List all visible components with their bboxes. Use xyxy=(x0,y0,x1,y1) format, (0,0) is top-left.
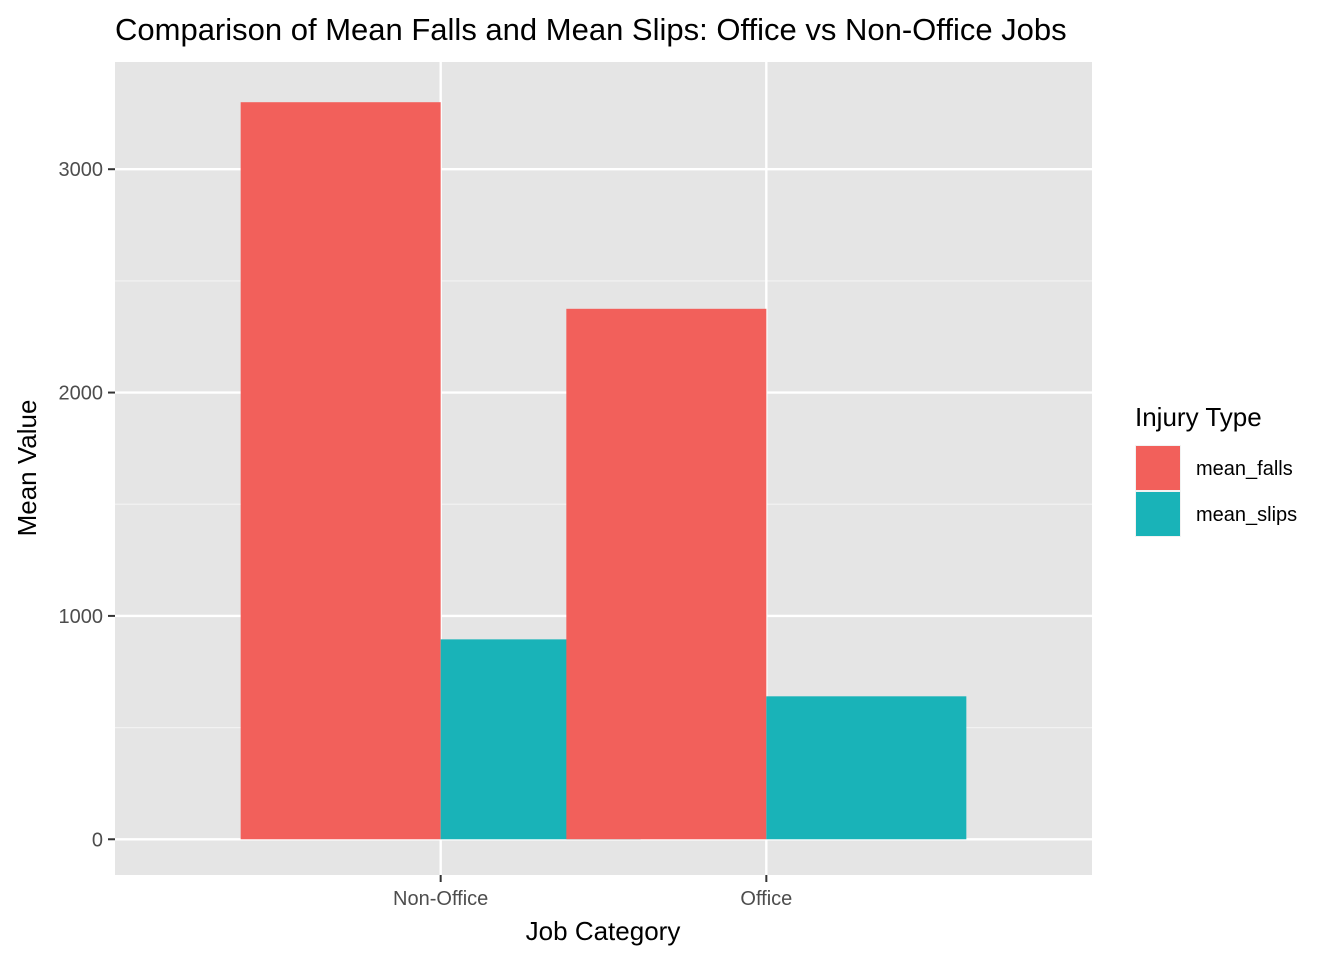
bar-mean_slips-office xyxy=(766,696,967,840)
bar-mean_falls-office xyxy=(566,308,767,840)
legend-label-mean_falls: mean_falls xyxy=(1196,458,1293,480)
y-axis: 0 1000 2000 3000 xyxy=(59,159,115,851)
y-tick-label: 0 xyxy=(92,829,103,851)
x-axis-title: Job Category xyxy=(526,916,681,946)
y-axis-title: Mean Value xyxy=(12,400,42,537)
y-tick-label: 1000 xyxy=(59,606,104,628)
x-axis: Non-Office Office xyxy=(393,875,792,910)
legend-swatch-mean_slips xyxy=(1136,492,1180,536)
chart-title: Comparison of Mean Falls and Mean Slips:… xyxy=(115,12,1067,47)
legend-items: mean_falls mean_slips xyxy=(1135,445,1297,537)
legend-label-mean_slips: mean_slips xyxy=(1196,504,1297,526)
legend: Injury Type mean_falls mean_slips xyxy=(1135,402,1297,537)
x-tick-label: Non-Office xyxy=(393,888,488,910)
bars xyxy=(240,102,967,840)
bar-mean_falls-non-office xyxy=(240,102,441,840)
legend-title: Injury Type xyxy=(1135,402,1262,432)
y-tick-label: 2000 xyxy=(59,383,104,405)
y-tick-label: 3000 xyxy=(59,159,104,181)
legend-swatch-mean_falls xyxy=(1136,446,1180,490)
x-tick-label: Office xyxy=(740,888,792,910)
